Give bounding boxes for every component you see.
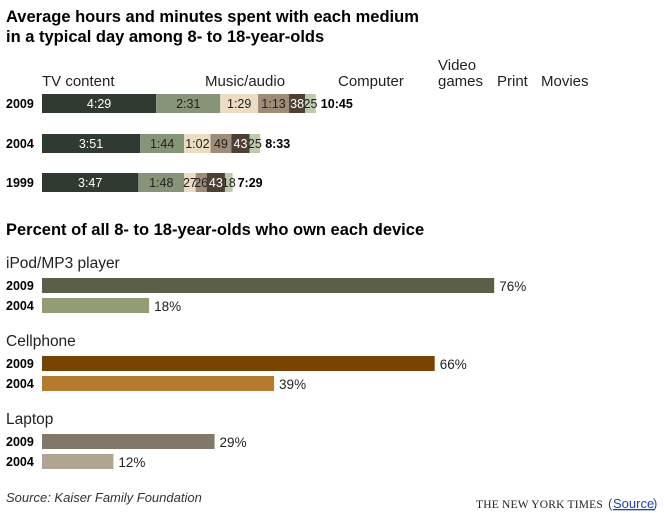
total-time-label: 10:45	[321, 97, 353, 111]
segment-value-label: 4:29	[87, 97, 111, 111]
ownership-bar	[42, 376, 275, 391]
segment-value-label: 38	[290, 97, 304, 111]
bar-segment-games	[195, 173, 207, 192]
bar-segment-tv	[42, 173, 139, 192]
segment-value-label: 1:02	[185, 137, 209, 151]
segment-value-label: 1:48	[149, 176, 173, 190]
bar-segment-tv	[42, 134, 141, 153]
bar-segment-music	[138, 173, 185, 192]
bar-segment-music	[140, 134, 185, 153]
segment-value-label: 49	[214, 137, 228, 151]
ownership-value-label: 66%	[440, 357, 467, 372]
legend-label-music: Music/audio	[205, 73, 285, 90]
total-time-label: 8:33	[265, 137, 290, 151]
ownership-value-label: 29%	[220, 435, 247, 450]
device-year-label: 2009	[6, 357, 34, 371]
chart-title-line: in a typical day among 8- to 18-year-old…	[6, 28, 324, 46]
segment-value-label: 1:44	[150, 137, 174, 151]
device-year-label: 2009	[6, 435, 34, 449]
bar-segment-games	[258, 94, 290, 113]
bar-segment-movies	[305, 94, 316, 113]
legend-label-print: Print	[497, 73, 529, 90]
segment-value-label: 43	[209, 176, 223, 190]
segment-value-label: 2:31	[176, 97, 200, 111]
legend-label-tv: TV content	[42, 73, 115, 90]
segment-value-label: 26	[194, 176, 208, 190]
bar-segment-print	[206, 173, 225, 192]
bar-segment-print	[231, 134, 250, 153]
bar-segment-games	[210, 134, 232, 153]
segment-value-label: 25	[248, 137, 262, 151]
bar-segment-print	[289, 94, 306, 113]
ownership-bar	[42, 298, 150, 313]
ownership-bar	[42, 278, 495, 293]
segment-value-label: 3:51	[79, 137, 103, 151]
year-label: 2009	[6, 97, 34, 111]
total-time-label: 7:29	[238, 176, 263, 190]
device-year-label: 2004	[6, 299, 34, 313]
bar-segment-movies	[224, 173, 233, 192]
ownership-bar	[42, 434, 215, 449]
year-label: 2004	[6, 137, 34, 151]
source-link[interactable]: Source	[613, 496, 654, 511]
device-chart-title: Percent of all 8- to 18-year-olds who ow…	[6, 221, 424, 239]
segment-value-label: 25	[304, 97, 318, 111]
chart-title-line: Average hours and minutes spent with eac…	[6, 8, 419, 26]
segment-value-label: 1:13	[261, 97, 285, 111]
device-year-label: 2009	[6, 279, 34, 293]
source-link-close-paren: )	[653, 496, 657, 511]
segment-value-label: 27	[183, 176, 197, 190]
legend-label-games: games	[438, 73, 483, 90]
bar-segment-computer	[184, 173, 196, 192]
device-label: Cellphone	[6, 333, 76, 350]
device-year-label: 2004	[6, 377, 34, 391]
bar-segment-tv	[42, 94, 157, 113]
legend-label-games: Video	[438, 57, 476, 74]
source-note: Source: Kaiser Family Foundation	[6, 490, 202, 505]
source-link-open-paren: (	[608, 496, 613, 511]
publisher-credit: THE NEW YORK TIMES	[476, 499, 603, 511]
bar-segment-movies	[249, 134, 261, 153]
segment-value-label: 43	[234, 137, 248, 151]
device-ownership-chart: Percent of all 8- to 18-year-olds who ow…	[6, 221, 526, 470]
bar-segment-music	[156, 94, 221, 113]
bar-segment-computer	[184, 134, 211, 153]
legend-label-movies: Movies	[541, 73, 589, 90]
segment-value-label: 3:47	[78, 176, 102, 190]
legend-label-computer: Computer	[338, 73, 404, 90]
device-year-label: 2004	[6, 455, 34, 469]
ownership-bar	[42, 356, 435, 371]
media-time-chart: Average hours and minutes spent with eac…	[6, 8, 589, 192]
bar-segment-computer	[220, 94, 259, 113]
device-label: iPod/MP3 player	[6, 255, 120, 272]
ownership-value-label: 18%	[154, 299, 181, 314]
ownership-value-label: 12%	[118, 455, 145, 470]
year-label: 1999	[6, 176, 34, 190]
ownership-value-label: 76%	[499, 279, 526, 294]
ownership-bar	[42, 454, 114, 469]
device-label: Laptop	[6, 411, 53, 428]
footer: Source: Kaiser Family Foundation THE NEW…	[6, 490, 657, 511]
segment-value-label: 1:29	[227, 97, 251, 111]
segment-value-label: 18	[222, 176, 236, 190]
ownership-value-label: 39%	[279, 377, 306, 392]
